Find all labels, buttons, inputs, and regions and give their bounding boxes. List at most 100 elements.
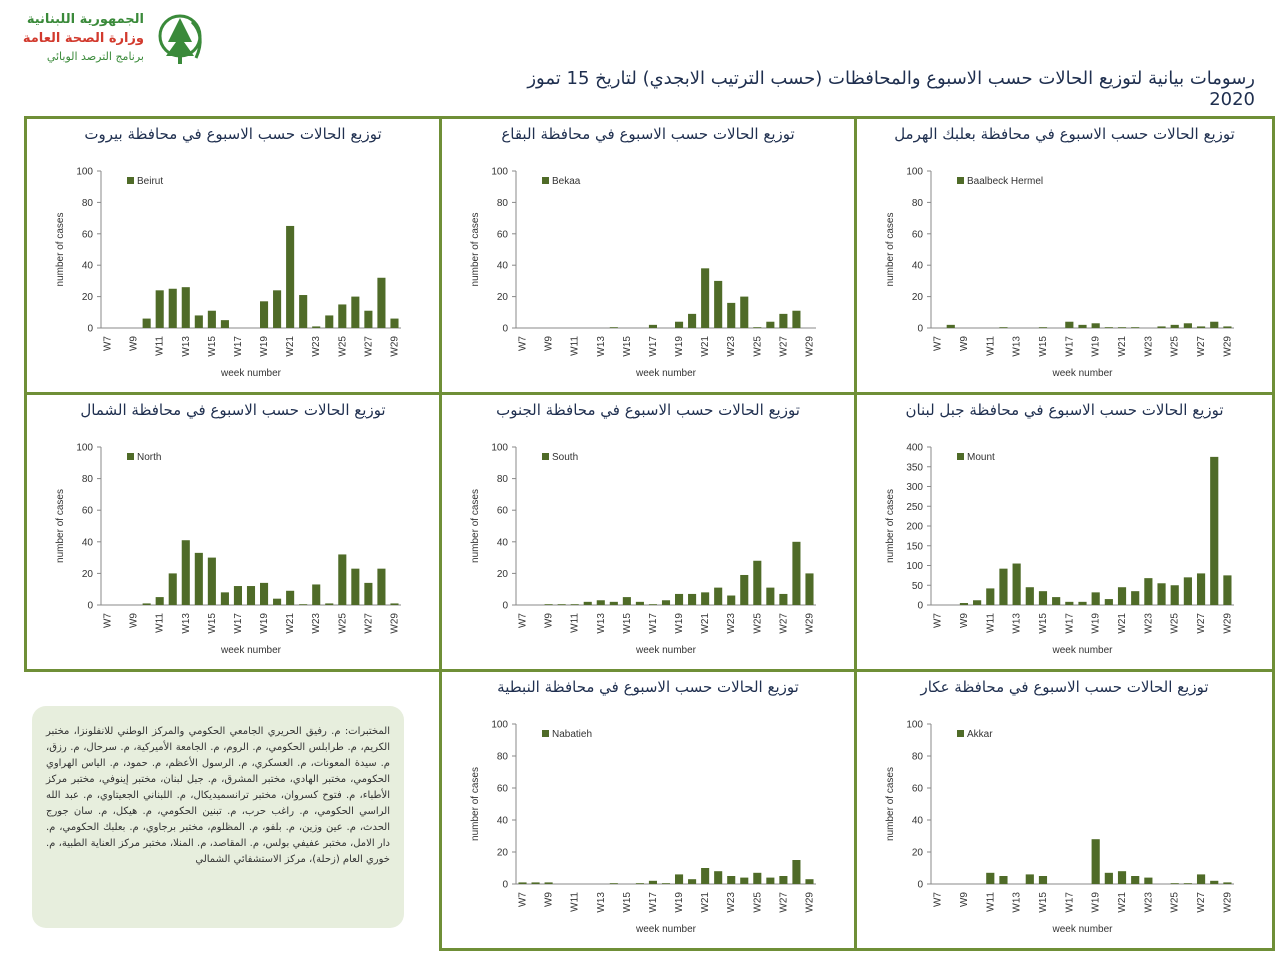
x-tick-label: W23 [311, 613, 322, 634]
x-tick-label: W21 [700, 336, 711, 357]
bar-W13 [1012, 563, 1021, 605]
y-axis-title: number of cases [885, 767, 896, 841]
x-tick-label: W27 [1196, 336, 1207, 357]
bar-W7 [518, 882, 527, 884]
bar-W28 [792, 541, 801, 605]
bar-W12 [999, 876, 1008, 884]
x-tick-label: W17 [648, 613, 659, 634]
x-tick-label: W21 [285, 336, 296, 357]
y-tick-label: 40 [497, 816, 509, 827]
x-tick-label: W23 [1143, 892, 1154, 913]
x-tick-label: W23 [311, 336, 322, 357]
org-name-line2: وزارة الصحة العامة [22, 31, 144, 46]
legend-swatch [542, 177, 549, 184]
bar-W22 [714, 280, 723, 328]
x-tick-label: W7 [518, 613, 529, 628]
x-tick-label: W7 [518, 336, 529, 351]
bar-W26 [766, 877, 775, 884]
bar-W27 [779, 876, 788, 884]
bar-W24 [740, 296, 749, 328]
y-tick-label: 0 [502, 324, 508, 335]
x-tick-label: W27 [778, 613, 789, 634]
x-tick-label: W11 [570, 336, 581, 356]
bar-W29 [1223, 575, 1232, 605]
x-tick-label: W17 [1064, 336, 1075, 357]
x-tick-label: W13 [1012, 336, 1023, 357]
bar-W17 [648, 604, 657, 605]
bar-W17 [648, 880, 657, 884]
x-tick-label: W17 [648, 336, 659, 357]
x-axis-title: week number [635, 924, 697, 935]
x-tick-label: W29 [389, 613, 400, 634]
chart-panel-baalbeck-hermel: توزيع الحالات حسب الاسبوع في محافظة بعلب… [854, 116, 1275, 395]
x-tick-label: W21 [700, 613, 711, 634]
bar-W14 [1025, 874, 1034, 884]
bar-W25 [1170, 883, 1179, 884]
legend-label: Beirut [137, 176, 163, 187]
chart-bekaa: 0 20 40 60 80 100 W7 W9 W11 W13 W15 W17 W19 W21 W23 W25… [470, 167, 816, 379]
y-tick-label: 80 [82, 474, 94, 485]
x-tick-label: W15 [1038, 613, 1049, 634]
bar-W21 [286, 225, 295, 328]
bar-W9 [959, 603, 969, 605]
x-tick-label: W29 [389, 336, 400, 357]
org-name-line1: الجمهورية اللبنانية [26, 12, 144, 27]
legend-swatch [127, 177, 134, 184]
x-tick-label: W29 [804, 892, 815, 913]
y-axis-title: number of cases [885, 213, 896, 287]
y-tick-label: 60 [912, 784, 924, 795]
y-tick-label: 80 [497, 198, 509, 209]
bar-W20 [1104, 327, 1113, 328]
chart-panel-nabatieh: توزيع الحالات حسب الاسبوع في محافظة النب… [439, 669, 857, 951]
x-tick-label: W7 [103, 613, 114, 628]
legend-swatch [957, 730, 964, 737]
x-axis-title: week number [1051, 645, 1113, 656]
chart-akkar: 0 20 40 60 80 100 W7 W9 W11 W13 W15 W17 W19 W21 W23 W25… [885, 720, 1234, 935]
bar-W10 [142, 603, 151, 605]
x-tick-label: W7 [933, 892, 944, 907]
bar-W28 [792, 310, 801, 328]
bar-W25 [753, 327, 762, 328]
chart-beirut: 0 20 40 60 80 100 W7 W9 W11 W13 W15 W17 W19 W21 W23 W25… [55, 167, 401, 379]
chart-north: 0 20 40 60 80 100 W7 W9 W11 W13 W15 W17 W19 W21 W23 W25… [55, 443, 401, 656]
bar-W27 [1196, 874, 1206, 884]
x-tick-label: W27 [778, 336, 789, 357]
x-tick-label: W13 [596, 892, 607, 913]
bar-W28 [1210, 321, 1219, 328]
x-tick-label: W13 [596, 613, 607, 634]
legend-swatch [957, 177, 964, 184]
legend-swatch [957, 453, 964, 460]
x-axis-title: week number [635, 645, 697, 656]
y-tick-label: 60 [497, 784, 509, 795]
bar-W12 [168, 288, 177, 328]
x-tick-label: W13 [181, 336, 192, 357]
x-tick-label: W15 [1038, 336, 1049, 357]
bar-W27 [779, 313, 788, 328]
chart-title: توزيع الحالات حسب الاسبوع في محافظة عكار [920, 678, 1209, 696]
bar-W29 [1223, 326, 1232, 328]
x-tick-label: W29 [1222, 613, 1233, 634]
chart-panel-north: توزيع الحالات حسب الاسبوع في محافظة الشم… [24, 392, 442, 672]
bar-W12 [583, 601, 592, 605]
bar-W23 [727, 595, 736, 605]
chart-mount-lebanon: 0 50 100 150 200 250 300 350 400 W7 W9 W11 W13 W15 W17… [885, 443, 1234, 656]
bar-W23 [727, 876, 736, 884]
bar-W20 [1104, 599, 1113, 605]
bar-W25 [338, 304, 347, 328]
y-tick-label: 80 [912, 198, 924, 209]
y-tick-label: 40 [497, 537, 509, 548]
bar-W24 [325, 603, 334, 605]
x-tick-label: W15 [207, 613, 218, 634]
bar-W9 [544, 604, 553, 605]
bar-W25 [338, 554, 347, 605]
y-tick-label: 50 [912, 581, 924, 592]
bar-W19 [675, 874, 684, 884]
bar-W16 [1052, 597, 1061, 605]
x-tick-label: W9 [129, 336, 140, 351]
x-tick-label: W17 [648, 892, 659, 913]
x-tick-label: W9 [544, 336, 555, 351]
x-tick-label: W15 [622, 892, 633, 913]
x-axis-title: week number [1051, 924, 1113, 935]
y-tick-label: 60 [497, 506, 509, 517]
bar-W10 [557, 604, 566, 605]
